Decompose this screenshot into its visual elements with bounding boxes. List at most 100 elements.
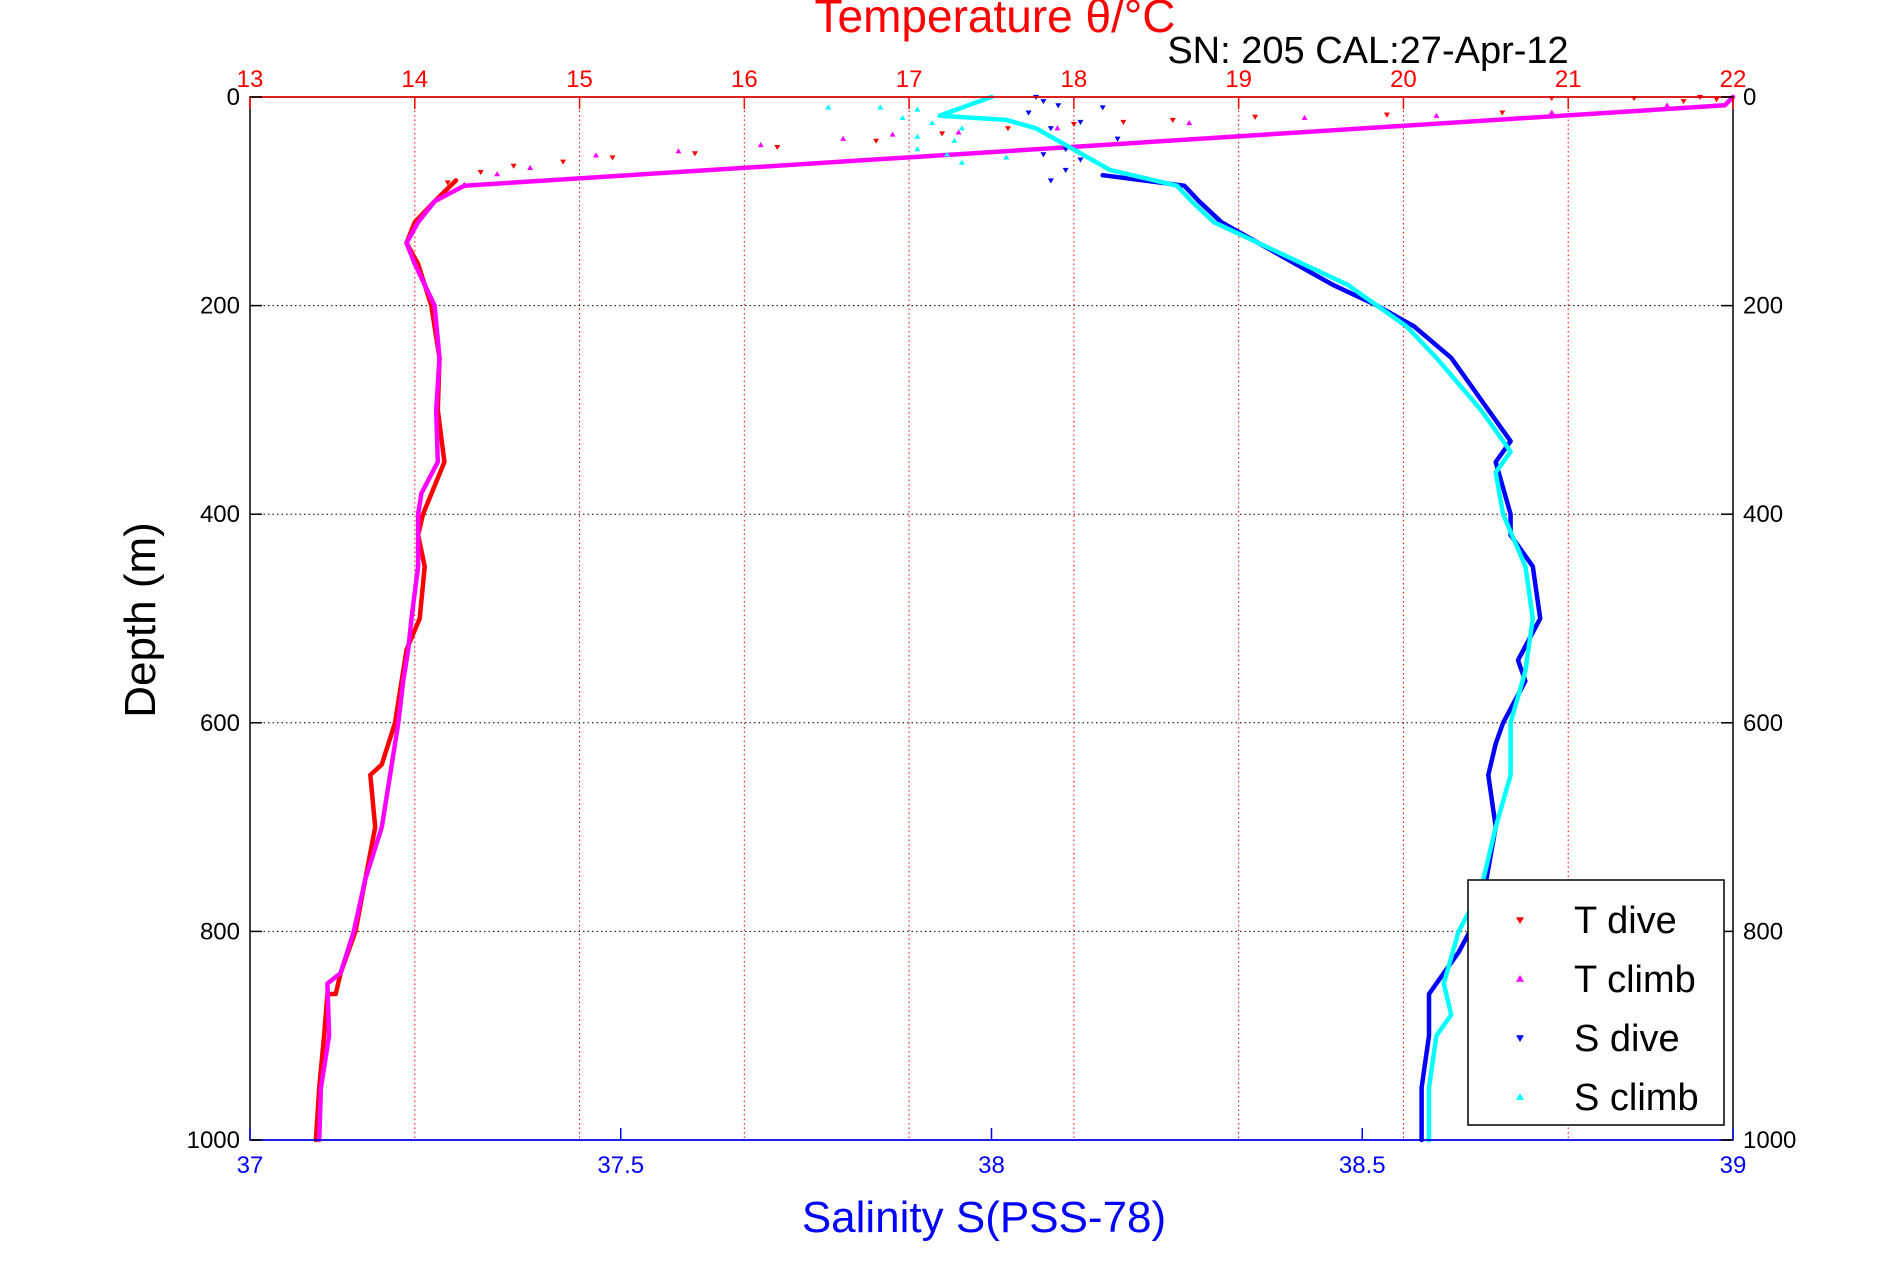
series-s-climb bbox=[825, 94, 1536, 1143]
data-point bbox=[914, 133, 921, 139]
data-point bbox=[510, 163, 517, 169]
data-point bbox=[1077, 119, 1084, 126]
data-point bbox=[527, 164, 534, 171]
depth-tick-label-right: 600 bbox=[1743, 710, 1783, 737]
data-point bbox=[1169, 117, 1176, 123]
data-point bbox=[1055, 103, 1062, 109]
temperature-tick-label: 13 bbox=[237, 66, 264, 93]
temperature-tick-label: 15 bbox=[566, 66, 593, 93]
series-t-climb bbox=[316, 94, 1736, 1143]
salinity-tick-label: 37.5 bbox=[597, 1152, 644, 1179]
legend-items: T dive T climb S dive S climb bbox=[1516, 900, 1699, 1119]
y-axis-label: Depth (m) bbox=[116, 522, 165, 718]
data-point bbox=[1120, 119, 1127, 126]
data-point bbox=[1040, 99, 1047, 105]
data-point bbox=[609, 155, 616, 161]
data-point bbox=[560, 159, 567, 165]
data-point bbox=[444, 180, 451, 186]
depth-tick-label-right: 200 bbox=[1743, 293, 1783, 320]
data-point bbox=[1252, 114, 1259, 120]
data-point bbox=[939, 131, 946, 137]
data-point bbox=[461, 181, 468, 187]
data-point bbox=[958, 125, 965, 131]
legend-label: T climb bbox=[1574, 959, 1696, 1001]
data-point bbox=[877, 104, 884, 110]
legend-label: S dive bbox=[1574, 1018, 1680, 1060]
data-point bbox=[774, 144, 781, 151]
data-point bbox=[1047, 126, 1054, 132]
data-point bbox=[1025, 110, 1032, 116]
legend-label: S climb bbox=[1574, 1077, 1699, 1119]
depth-tick-label-left: 800 bbox=[200, 918, 240, 945]
data-point bbox=[1054, 125, 1061, 131]
data-point bbox=[675, 148, 682, 154]
legend-marker bbox=[1516, 1035, 1524, 1042]
profile-line bbox=[937, 94, 1536, 1143]
temperature-tick-label: 18 bbox=[1061, 66, 1088, 93]
chart-title: Temperature θ/°C bbox=[815, 0, 1176, 42]
data-point bbox=[477, 169, 484, 176]
data-point bbox=[1499, 110, 1506, 116]
depth-tick-label-right: 0 bbox=[1743, 84, 1756, 111]
data-point bbox=[914, 106, 921, 112]
x-axis-label: Salinity S(PSS-78) bbox=[802, 1193, 1166, 1242]
temperature-tick-label: 14 bbox=[401, 66, 428, 93]
profile-line bbox=[1100, 172, 1543, 1143]
data-point bbox=[889, 131, 896, 137]
depth-tick-label-right: 400 bbox=[1743, 501, 1783, 528]
data-point bbox=[1062, 167, 1069, 174]
data-point bbox=[840, 135, 847, 141]
legend-box bbox=[1467, 879, 1725, 1126]
depth-tick-label-right: 1000 bbox=[1743, 1127, 1796, 1154]
depth-tick-label-left: 600 bbox=[200, 710, 240, 737]
series-s-dive bbox=[1025, 94, 1543, 1143]
temperature-tick-label: 21 bbox=[1555, 66, 1582, 93]
depth-tick-label-left: 0 bbox=[227, 84, 240, 111]
data-point bbox=[1433, 112, 1440, 118]
depth-tick-label-left: 1000 bbox=[187, 1127, 240, 1154]
data-point bbox=[1040, 152, 1047, 158]
temperature-tick-label: 19 bbox=[1225, 66, 1252, 93]
profile-line bbox=[316, 94, 1736, 1143]
legend: T dive T climb S dive S climb bbox=[1467, 879, 1725, 1126]
legend-marker bbox=[1516, 975, 1524, 982]
salinity-tick-label: 38.5 bbox=[1339, 1152, 1386, 1179]
data-point bbox=[1047, 178, 1054, 184]
data-point bbox=[1004, 126, 1011, 132]
data-point bbox=[1099, 105, 1106, 111]
data-point bbox=[951, 137, 958, 143]
data-point bbox=[1680, 99, 1687, 105]
data-point bbox=[691, 151, 698, 157]
data-point bbox=[1548, 109, 1555, 115]
salinity-tick-label: 38 bbox=[978, 1152, 1005, 1179]
data-point bbox=[593, 152, 600, 158]
data-point bbox=[873, 138, 880, 144]
data-point bbox=[944, 151, 951, 157]
data-point bbox=[825, 104, 832, 110]
data-point bbox=[955, 129, 962, 135]
series-layer bbox=[313, 94, 1736, 1143]
data-point bbox=[757, 141, 764, 148]
data-point bbox=[1383, 112, 1390, 118]
data-point bbox=[1070, 122, 1077, 128]
data-point bbox=[1114, 136, 1121, 142]
depth-tick-label-left: 200 bbox=[200, 293, 240, 320]
legend-label: T dive bbox=[1574, 900, 1677, 942]
data-point bbox=[914, 146, 921, 152]
temperature-tick-label: 16 bbox=[731, 66, 758, 93]
data-point bbox=[494, 171, 501, 177]
axis-ticks: 13 14 15 16 17 18 19 20 21 22 37 37.5 38 38.5 39 0 0 200 2… bbox=[187, 66, 1797, 1179]
data-point bbox=[899, 114, 906, 120]
temperature-tick-label: 20 bbox=[1390, 66, 1417, 93]
depth-tick-label-right: 800 bbox=[1743, 918, 1783, 945]
salinity-tick-label: 37 bbox=[237, 1152, 264, 1179]
data-point bbox=[1003, 154, 1010, 160]
data-point bbox=[958, 159, 965, 165]
data-point bbox=[1077, 157, 1084, 163]
data-point bbox=[929, 120, 936, 126]
legend-marker bbox=[1516, 1093, 1524, 1100]
data-point bbox=[1664, 102, 1671, 108]
data-point bbox=[1713, 96, 1720, 103]
legend-marker bbox=[1516, 917, 1524, 924]
